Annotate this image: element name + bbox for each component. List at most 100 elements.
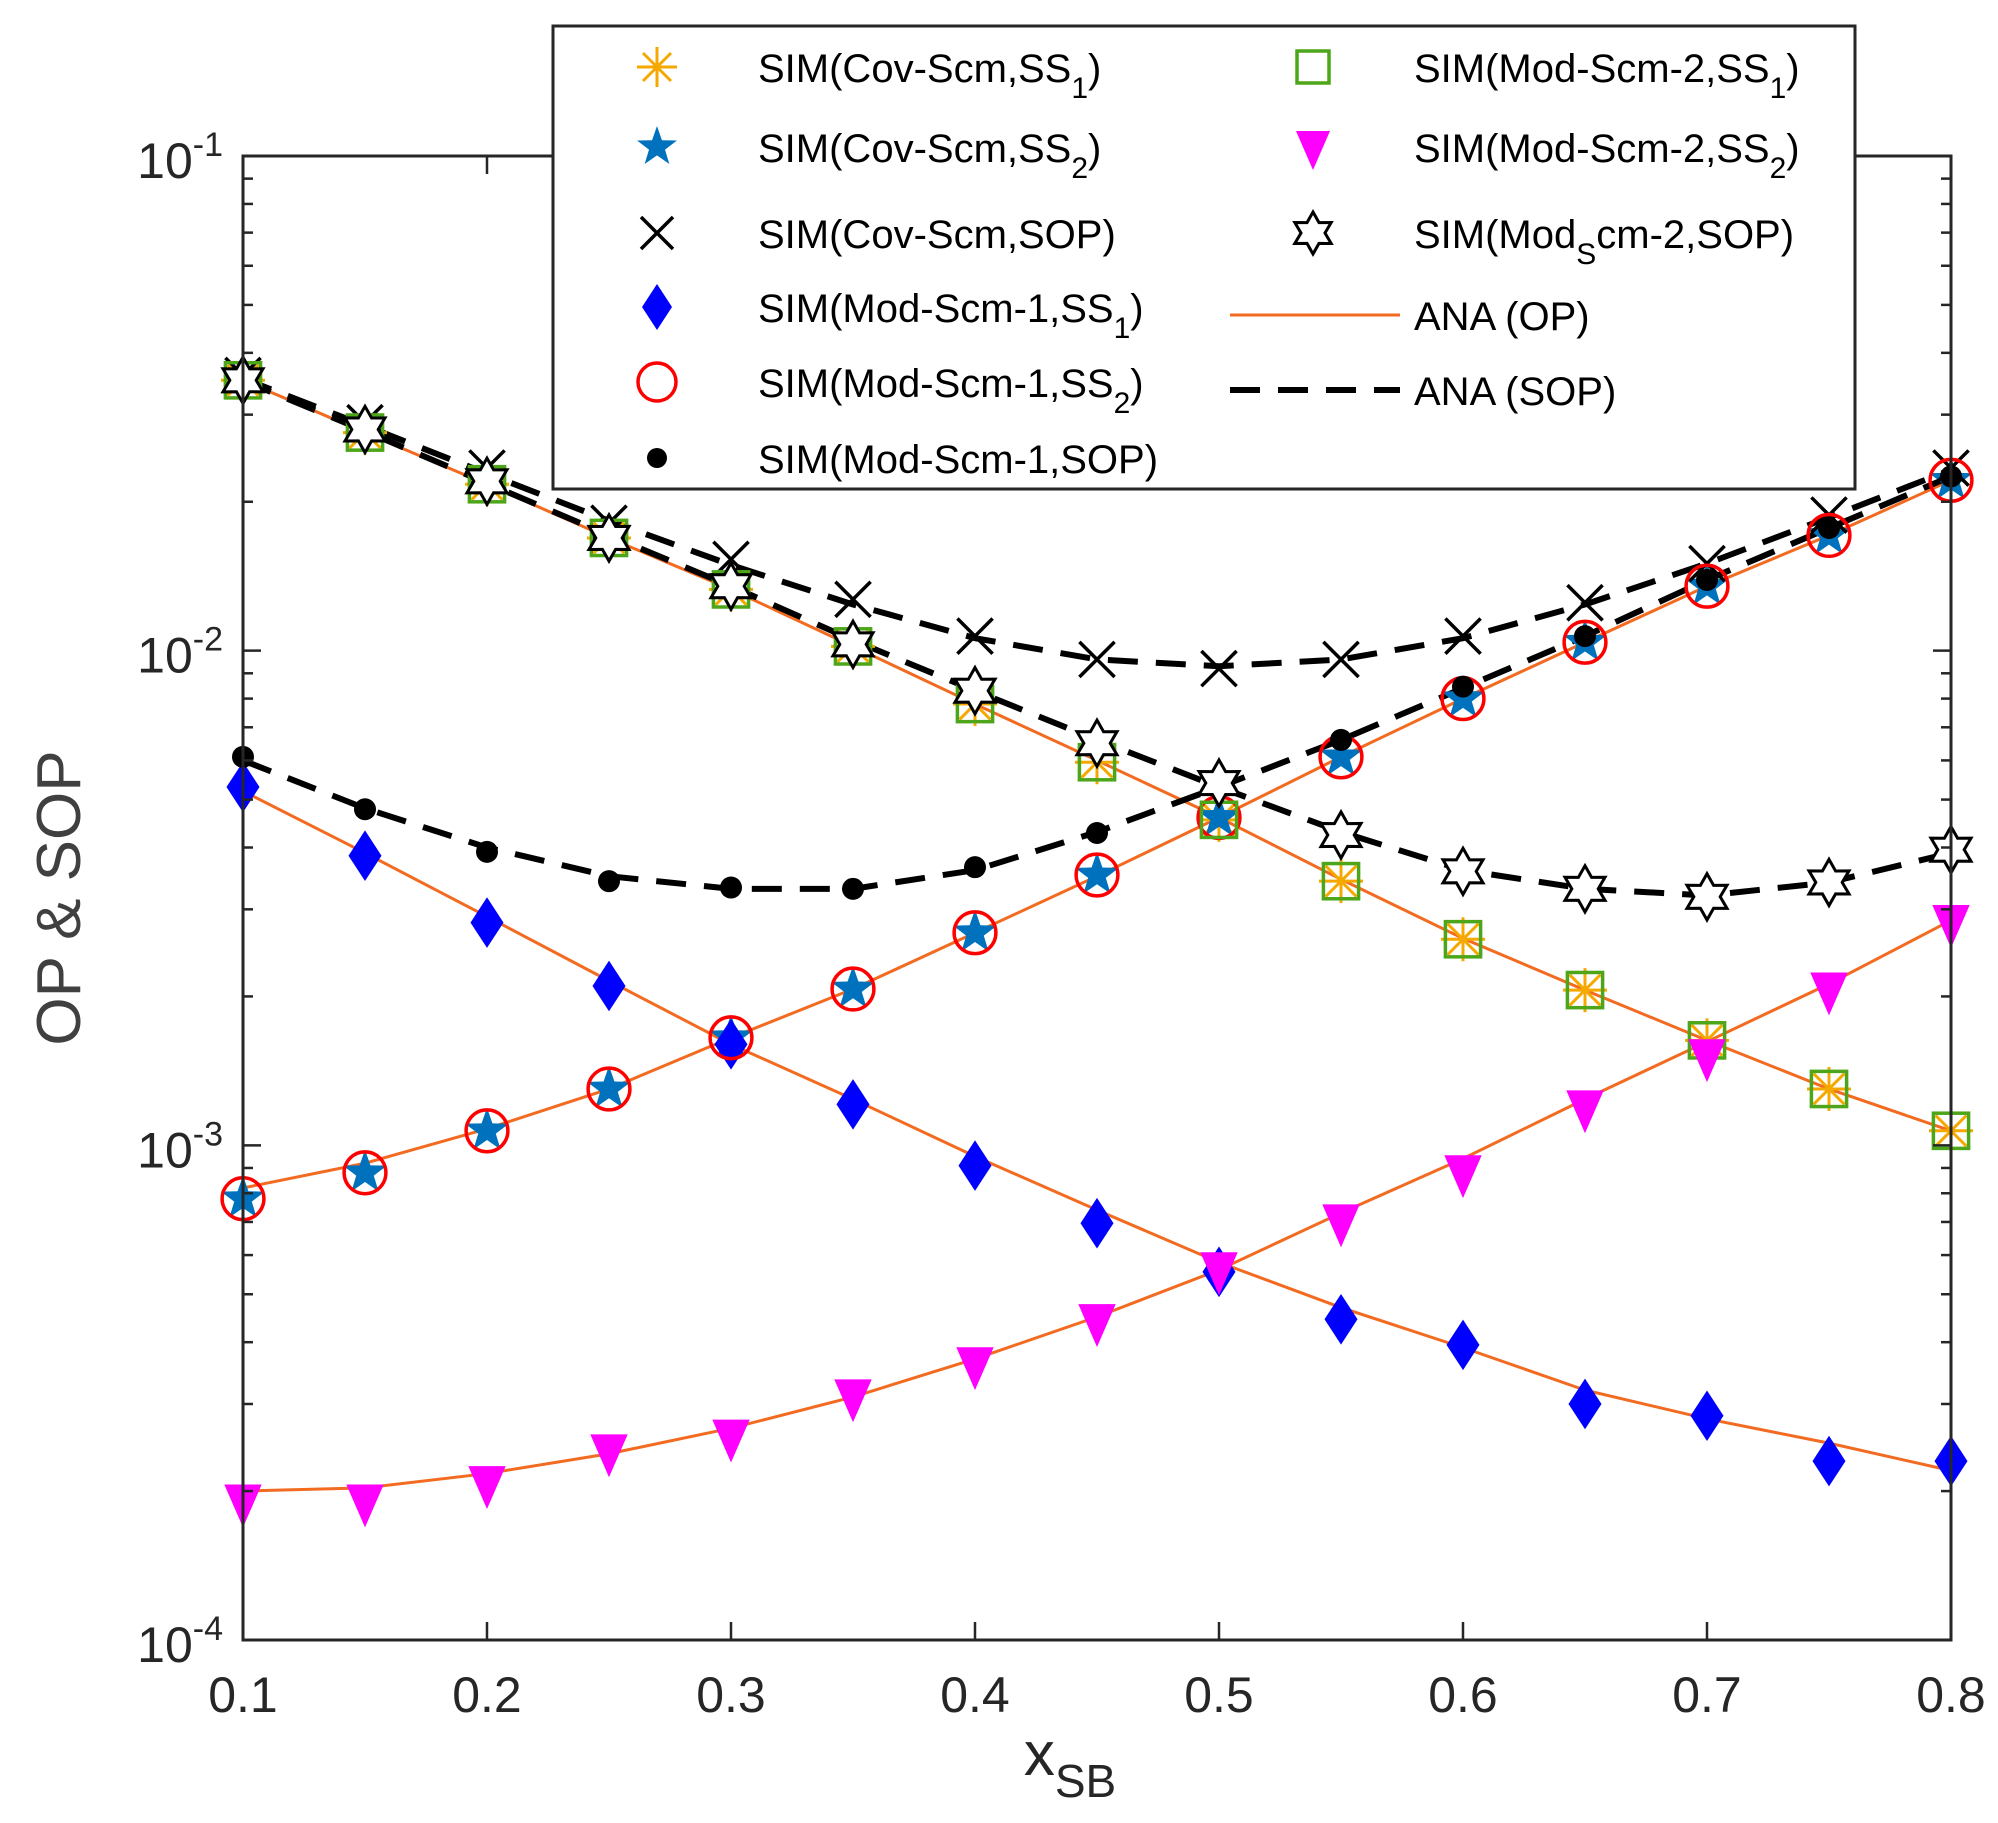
y-tick-base: 10	[137, 133, 193, 189]
marker-star	[465, 1107, 509, 1150]
marker-hexagram	[708, 560, 754, 613]
legend-marker-triangle	[1296, 131, 1330, 170]
legend-label-sub: 1	[1071, 72, 1088, 105]
marker-triangle	[1566, 1090, 1604, 1134]
marker-square	[1565, 970, 1605, 1010]
marker-triangle	[590, 1434, 628, 1478]
legend-label: SIM(Mod-Scm-2,SS2)	[1414, 127, 1800, 185]
legend-marker-star	[637, 126, 677, 164]
x-tick-label: 0.8	[1916, 1667, 1986, 1723]
legend-label: SIM(Mod-Scm-1,SOP)	[758, 438, 1158, 482]
marker-dot	[964, 856, 986, 879]
legend-label-tail: )	[1088, 127, 1101, 171]
marker-asterisk	[1807, 1066, 1851, 1111]
legend-marker-x	[639, 215, 675, 251]
legend-label-sub: 2	[1770, 152, 1787, 185]
marker-dot	[1696, 568, 1718, 591]
legend-label-sub: 2	[1114, 387, 1131, 420]
marker-hexagram	[1074, 717, 1120, 770]
legend-label-main: SIM(Mod-Scm-1,SS	[758, 362, 1114, 406]
marker-diamond	[470, 897, 504, 948]
legend-label-main: SIM(Mod	[1414, 213, 1576, 257]
marker-hexagram	[1684, 870, 1730, 923]
y-tick-exponent: -1	[193, 126, 223, 164]
marker-triangle	[468, 1466, 506, 1509]
legend-label: SIM(Mod-Scm-1,SS2)	[758, 362, 1144, 420]
marker-dot	[842, 877, 864, 900]
legend-label-sub: S	[1576, 238, 1596, 271]
marker-dot	[1086, 821, 1108, 844]
y-tick-label: 10-2	[137, 621, 223, 684]
legend-label-tail: )	[1786, 47, 1799, 91]
marker-dot	[476, 840, 498, 863]
marker-dot	[598, 870, 620, 893]
y-axis-label: OP & SOP	[25, 750, 94, 1045]
x-axis-label-main: x	[1024, 1720, 1055, 1789]
marker-hexagram	[1318, 808, 1364, 862]
legend-label-main: SIM(Mod-Scm-2,SS	[1414, 47, 1770, 91]
marker-star	[587, 1065, 631, 1108]
marker-dot	[1818, 517, 1840, 540]
legend-label-main: SIM(Mod-Scm-2,SS	[1414, 127, 1770, 171]
data-markers	[220, 354, 1974, 1528]
legend-label: SIM(Mod-Scm-1,SS1)	[758, 287, 1144, 345]
legend-label-sub: 2	[1071, 152, 1088, 185]
marker-triangle	[1200, 1252, 1238, 1296]
marker-triangle	[956, 1347, 994, 1391]
legend-label: SIM(Mod-Scm-2,SS1)	[1414, 47, 1800, 105]
legend-label-tail: )	[1088, 47, 1101, 91]
y-tick-exponent: -2	[193, 621, 223, 659]
marker-square	[1321, 861, 1361, 901]
marker-hexagram	[1806, 856, 1852, 909]
marker-circle	[586, 1066, 632, 1112]
y-tick-base: 10	[137, 628, 193, 684]
marker-diamond	[1324, 1293, 1358, 1345]
marker-hexagram	[464, 455, 510, 508]
axis-ticks: 0.1 0.2 0.3 0.4 0.5 0.6 0.7 0.810-410-310-210-1	[137, 126, 1986, 1723]
marker-triangle	[1322, 1204, 1360, 1248]
marker-x	[1566, 583, 1604, 622]
y-tick-exponent: -3	[193, 1115, 223, 1153]
marker-dot	[720, 876, 742, 899]
marker-dot	[1452, 675, 1474, 698]
y-tick-exponent: -4	[193, 1610, 223, 1648]
marker-triangle	[346, 1484, 384, 1528]
marker-asterisk	[1319, 859, 1363, 904]
legend-label-main: ANA (SOP)	[1414, 370, 1616, 414]
legend-label-main: SIM(Cov-Scm,SS	[758, 47, 1071, 91]
marker-x	[834, 580, 872, 619]
marker-triangle	[1688, 1039, 1726, 1083]
x-axis-label: xSB	[1024, 1720, 1116, 1807]
legend-label-main: SIM(Cov-Scm,SOP)	[758, 213, 1116, 257]
marker-hexagram	[1196, 756, 1242, 810]
marker-star	[831, 965, 875, 1008]
marker-triangle	[712, 1419, 750, 1463]
x-tick-label: 0.3	[696, 1667, 766, 1723]
legend-marker-circle	[636, 361, 678, 403]
legend-label: ANA (SOP)	[1414, 370, 1616, 414]
marker-hexagram	[342, 403, 388, 456]
legend-marker-asterisk	[637, 47, 677, 87]
legend-marker-diamond	[642, 284, 672, 330]
y-tick-label: 10-3	[137, 1115, 223, 1178]
legend-label-tail: cm-2,SOP)	[1596, 213, 1794, 257]
marker-circle	[830, 966, 876, 1012]
marker-circle	[1806, 512, 1852, 559]
marker-asterisk	[1441, 917, 1485, 962]
marker-hexagram	[586, 511, 632, 565]
marker-star	[1197, 794, 1241, 837]
marker-diamond	[348, 830, 382, 882]
marker-diamond	[1080, 1197, 1114, 1249]
legend-label: SIM(Cov-Scm,SOP)	[758, 213, 1116, 257]
legend-marker-square	[1295, 49, 1331, 85]
marker-diamond	[592, 960, 626, 1012]
marker-triangle	[834, 1379, 872, 1423]
marker-diamond	[1690, 1390, 1724, 1442]
marker-hexagram	[830, 618, 876, 671]
legend-label-sub: 1	[1114, 312, 1131, 345]
marker-dot	[354, 798, 376, 821]
legend-marker-hexagram	[1292, 208, 1334, 258]
marker-circle	[1562, 619, 1608, 665]
marker-dot	[1574, 625, 1596, 648]
